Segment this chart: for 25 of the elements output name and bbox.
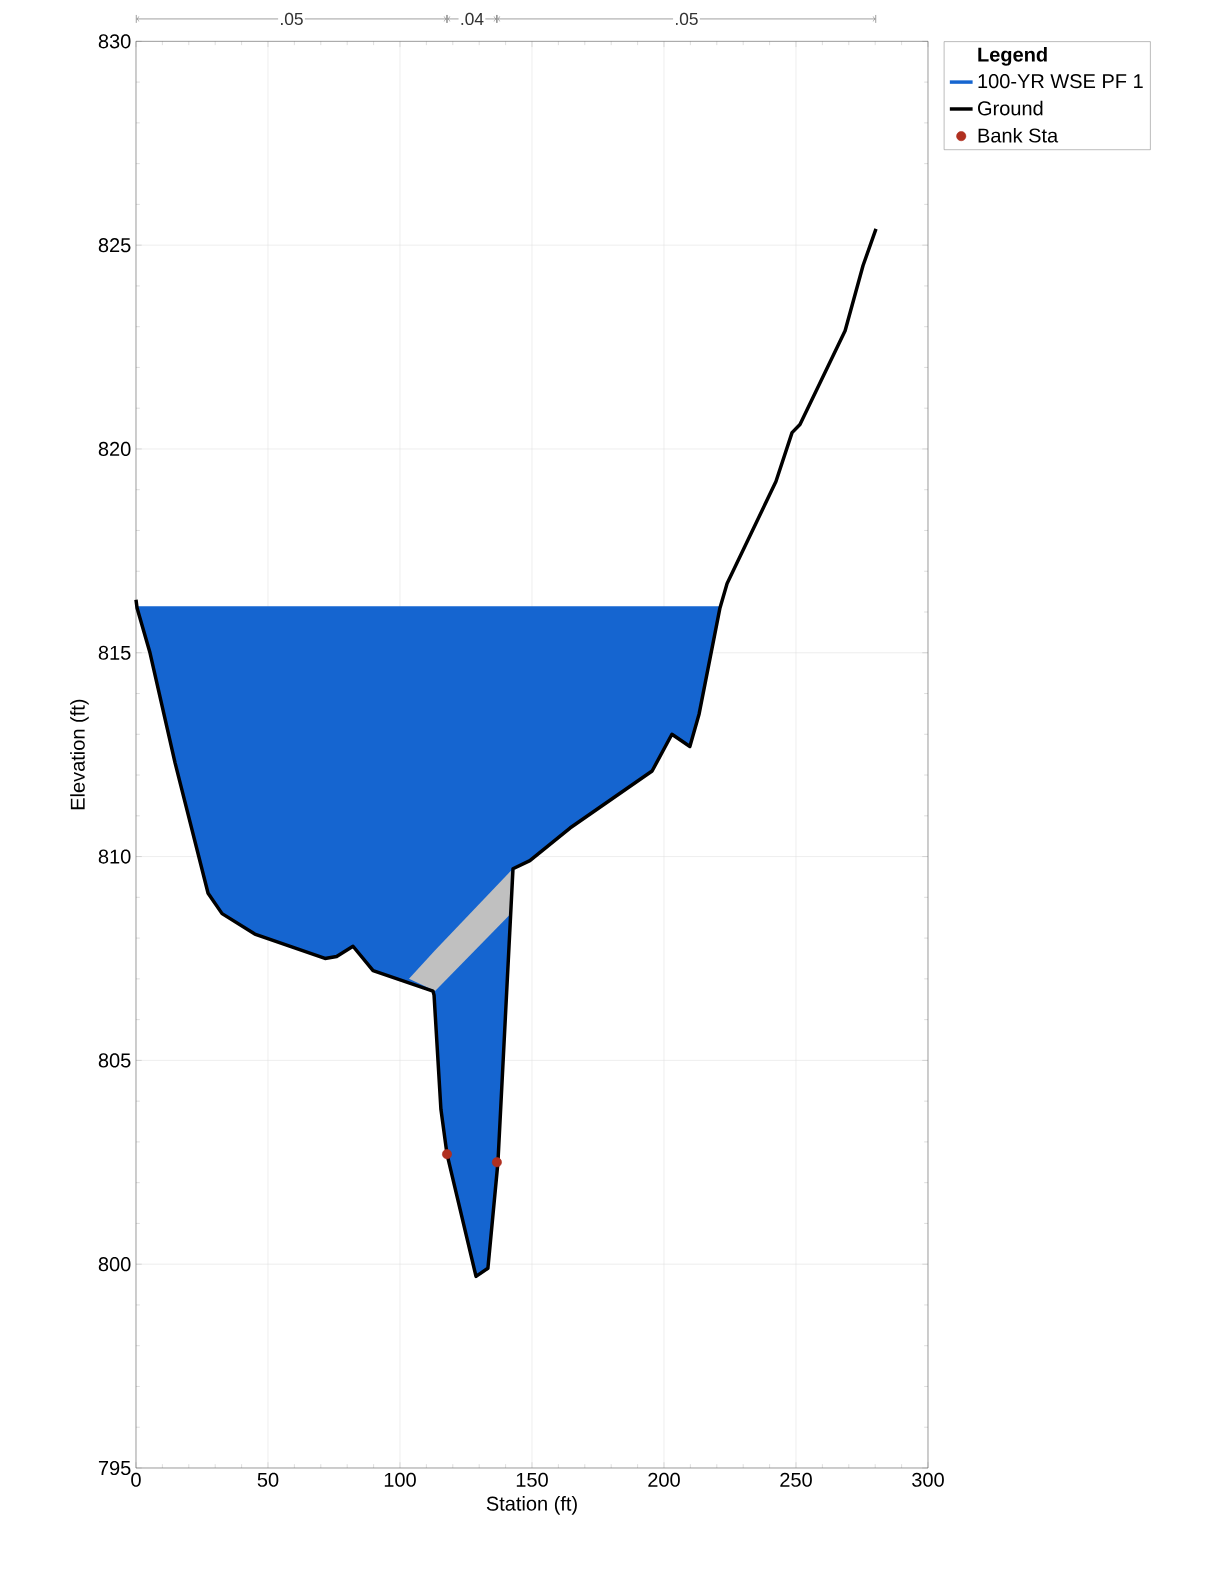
x-axis-title: Station (ft): [486, 1496, 577, 1515]
x-tick-label: 300: [912, 1472, 944, 1487]
legend-label: 100-YR WSE PF 1: [978, 74, 1143, 89]
x-tick-label: 200: [648, 1472, 680, 1487]
text: .05: [675, 12, 698, 26]
line-series: [134, 227, 878, 1279]
y-tick-label: 830: [98, 34, 131, 49]
text: .05: [281, 12, 303, 26]
text: .04: [461, 12, 484, 26]
y-tick-label: 825: [98, 238, 131, 253]
legend-label: Bank Sta: [978, 127, 1059, 143]
y-tick-label: 805: [98, 1053, 131, 1068]
x-tick-label: 50: [257, 1472, 279, 1487]
x-tick-label: 150: [516, 1472, 548, 1487]
y-tick-label: 795: [98, 1460, 131, 1476]
x-tick-label: 0: [131, 1472, 141, 1487]
y-tick-label: 815: [98, 645, 131, 660]
legend-label: Ground: [978, 100, 1043, 116]
x-tick-label: 250: [780, 1472, 812, 1487]
y-axis-title: Elevation (ft): [70, 699, 89, 810]
y-tick-label: 800: [98, 1257, 131, 1272]
y-tick-label: 820: [98, 441, 131, 457]
y-tick-label: 810: [98, 849, 131, 864]
x-tick-label: 100: [384, 1472, 416, 1487]
legend-title: Legend: [978, 46, 1047, 66]
